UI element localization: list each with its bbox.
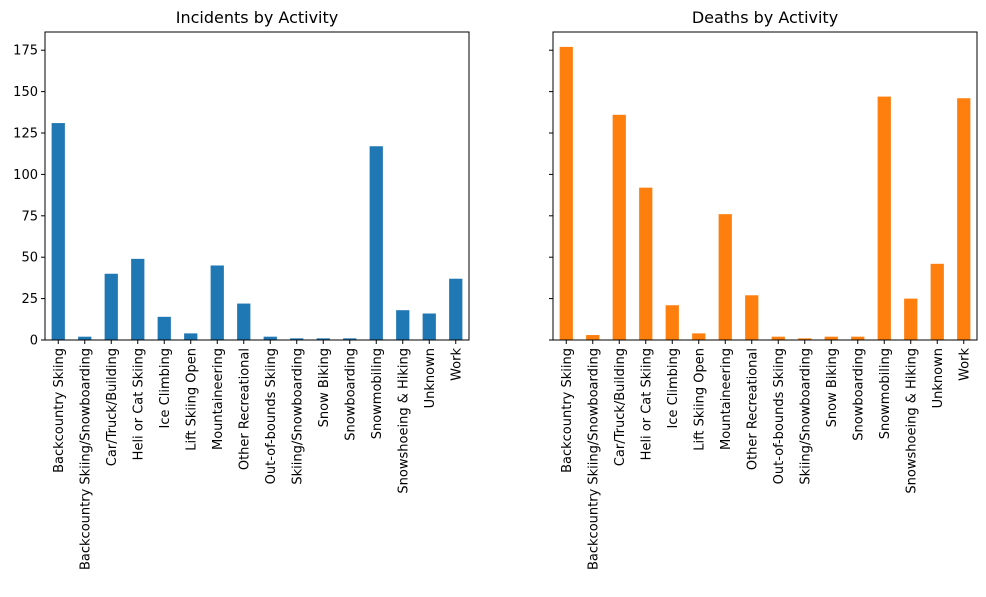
incidents-x-tick-label: Work [449, 348, 464, 381]
incidents-bar [51, 123, 65, 340]
incidents-y-tick-label: 175 [13, 44, 38, 59]
deaths-bar [957, 98, 971, 340]
incidents-x-tick-label: Car/Truck/Building [105, 348, 120, 466]
incidents-bar [369, 146, 383, 340]
incidents-x-tick-label: Snowboarding [343, 348, 358, 441]
deaths-x-tick-label: Ice Climbing [666, 348, 681, 428]
deaths-bar [586, 335, 600, 340]
deaths-x-tick-label: Backcountry Skiing [560, 348, 575, 473]
deaths-bar [692, 333, 706, 340]
deaths-bar [612, 114, 626, 340]
deaths-bar [877, 96, 891, 340]
incidents-bar [343, 338, 357, 340]
incidents-bar [422, 313, 436, 340]
deaths-bar [559, 46, 573, 340]
deaths-x-tick-label: Car/Truck/Building [613, 348, 628, 466]
deaths-bar [824, 336, 838, 340]
deaths-x-axis: Backcountry Skiing Backcountry Skiing/Sno… [560, 340, 972, 570]
incidents-x-tick-label: Snowshoeing & Hiking [396, 348, 411, 494]
incidents-bar [78, 336, 92, 340]
incidents-bar [449, 278, 463, 340]
incidents-bar [104, 273, 118, 340]
incidents-x-tick-label: Backcountry Skiing [52, 348, 67, 473]
deaths-bar [798, 338, 812, 340]
incidents-x-tick-label: Backcountry Skiing/Snowboarding [78, 348, 93, 570]
incidents-y-tick-label: 0 [30, 334, 38, 349]
deaths-x-tick-label: Snowboarding [851, 348, 866, 441]
incidents-x-tick-label: Out-of-bounds Skiing [264, 348, 279, 484]
incidents-x-tick-label: Lift Skiing Open [184, 348, 199, 451]
incidents-x-tick-label: Unknown [423, 348, 438, 408]
deaths-bar [851, 336, 865, 340]
deaths-x-tick-label: Skiing/Snowboarding [798, 348, 813, 485]
incidents-x-tick-label: Heli or Cat Skiing [131, 348, 146, 460]
deaths-x-tick-label: Snowshoeing & Hiking [904, 348, 919, 494]
incidents-y-tick-label: 50 [21, 251, 38, 266]
deaths-x-tick-label: Work [957, 348, 972, 381]
deaths-chart-title: Deaths by Activity [692, 8, 838, 27]
deaths-x-tick-label: Out-of-bounds Skiing [772, 348, 787, 484]
deaths-x-tick-label: Heli or Cat Skiing [639, 348, 654, 460]
incidents-y-axis: 0 25 50 75 100 125 150 175 [13, 44, 45, 349]
incidents-x-tick-label: Snowmobiling [370, 348, 385, 439]
incidents-y-tick-label: 75 [21, 209, 38, 224]
deaths-x-tick-label: Unknown [931, 348, 946, 408]
incidents-axes-frame [44, 31, 470, 341]
incidents-bar [237, 303, 251, 340]
incidents-x-axis: Backcountry Skiing Backcountry Skiing/Sno… [52, 340, 464, 570]
deaths-x-tick-label: Snowmobiling [878, 348, 893, 439]
deaths-bar [745, 295, 759, 340]
deaths-bar [771, 336, 785, 340]
deaths-bar [904, 298, 918, 340]
deaths-x-tick-label: Mountaineering [719, 348, 734, 450]
incidents-y-tick-label: 125 [13, 127, 38, 142]
deaths-x-tick-label: Lift Skiing Open [692, 348, 707, 451]
incidents-y-tick-label: 100 [13, 168, 38, 183]
incidents-bar [131, 258, 145, 340]
incidents-bar [316, 338, 330, 340]
incidents-x-tick-label: Mountaineering [211, 348, 226, 450]
deaths-x-tick-label: Backcountry Skiing/Snowboarding [586, 348, 601, 570]
incidents-bar [210, 265, 224, 340]
incidents-x-tick-label: Ice Climbing [158, 348, 173, 428]
deaths-bar [930, 263, 944, 340]
incidents-y-tick-label: 150 [13, 85, 38, 100]
incidents-bar [263, 336, 277, 340]
deaths-y-axis [549, 49, 553, 341]
incidents-chart-panel: Incidents by Activity 0 25 50 75 100 125 150 17… [13, 8, 470, 570]
incidents-bar [184, 333, 198, 340]
incidents-chart-title: Incidents by Activity [176, 8, 338, 27]
incidents-bars [51, 123, 463, 340]
deaths-chart-panel: Deaths by Activity Backcountry Skiing Bac… [549, 8, 978, 570]
deaths-axes-frame [552, 31, 978, 341]
incidents-bar [157, 316, 171, 340]
deaths-x-tick-label: Snow Biking [825, 348, 840, 427]
deaths-bars [559, 46, 971, 340]
deaths-bar [639, 187, 653, 340]
deaths-bar [718, 214, 732, 340]
incidents-y-tick-label: 25 [21, 292, 38, 307]
incidents-x-tick-label: Snow Biking [317, 348, 332, 427]
incidents-x-tick-label: Other Recreational [237, 348, 252, 470]
deaths-x-tick-label: Other Recreational [745, 348, 760, 470]
deaths-bar [665, 305, 679, 340]
incidents-x-tick-label: Skiing/Snowboarding [290, 348, 305, 485]
incidents-bar [396, 310, 410, 340]
incidents-bar [290, 338, 304, 340]
